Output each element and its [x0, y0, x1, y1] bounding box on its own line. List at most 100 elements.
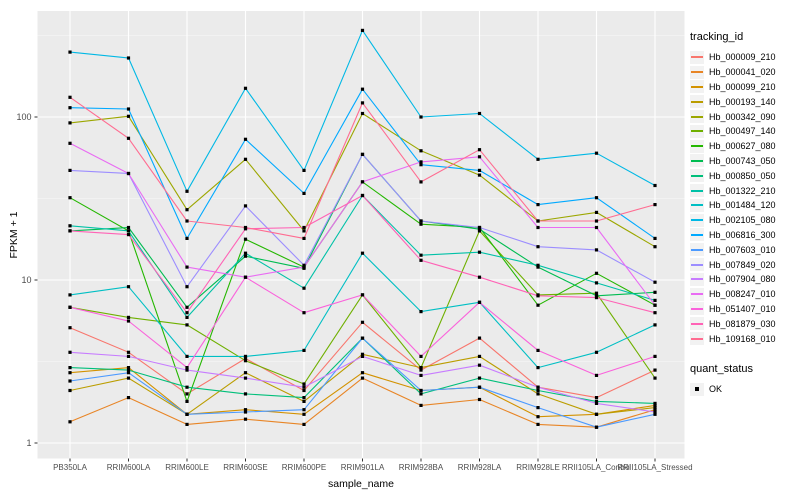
- legend-label: Hb_000497_140: [709, 126, 776, 137]
- data-point: [594, 425, 599, 429]
- legend-entry-Hb_007849_020: Hb_007849_020: [690, 257, 798, 272]
- data-point: [594, 210, 599, 214]
- legend-key-line-icon: [690, 317, 704, 331]
- data-point: [185, 412, 189, 416]
- data-point: [477, 173, 482, 177]
- quant-ok-square-marker-icon: [690, 382, 704, 396]
- legend-key-line-icon: [690, 332, 704, 346]
- data-point: [243, 237, 248, 241]
- data-point: [68, 305, 72, 309]
- data-point: [419, 160, 423, 164]
- data-point: [419, 310, 423, 314]
- legend-label: Hb_000627_080: [709, 141, 776, 152]
- axis-tick-marks: [34, 116, 656, 462]
- legend-key-line-icon: [690, 184, 704, 198]
- data-points: [68, 28, 657, 429]
- data-point: [653, 290, 657, 294]
- legend-entry-Hb_007603_010: Hb_007603_010: [690, 242, 798, 257]
- data-point: [243, 354, 248, 358]
- data-point: [477, 168, 482, 172]
- data-point: [302, 168, 306, 172]
- data-point: [653, 410, 657, 414]
- data-point: [68, 141, 72, 145]
- data-point: [126, 56, 131, 60]
- data-point: [68, 229, 72, 233]
- data-point: [185, 219, 189, 223]
- data-point: [419, 388, 423, 393]
- data-point: [536, 157, 540, 161]
- data-point: [68, 106, 72, 110]
- data-point: [477, 354, 482, 358]
- legend-entry-Hb_008247_010: Hb_008247_010: [690, 287, 798, 302]
- data-point: [68, 326, 72, 330]
- legend-entry-Hb_007904_080: Hb_007904_080: [690, 272, 798, 287]
- data-point: [243, 359, 248, 363]
- legend-key-line-icon: [690, 110, 704, 124]
- data-point: [419, 392, 423, 396]
- data-point: [360, 354, 365, 358]
- legend-label: Hb_000009_210: [709, 52, 776, 63]
- data-point: [302, 311, 306, 315]
- data-point: [594, 401, 599, 405]
- data-point: [536, 415, 540, 419]
- data-point: [477, 111, 482, 116]
- data-point: [302, 265, 306, 269]
- data-point: [68, 371, 72, 375]
- data-point: [536, 265, 540, 269]
- legend-key-line-icon: [690, 198, 704, 212]
- data-point: [419, 115, 423, 119]
- data-point: [477, 225, 482, 230]
- data-point: [419, 219, 423, 223]
- legend-key-line-icon: [690, 50, 704, 64]
- data-point: [536, 263, 540, 267]
- data-point: [302, 396, 306, 400]
- legend-label: Hb_000850_050: [709, 170, 776, 181]
- data-point: [126, 371, 131, 375]
- legend-label: Hb_051407_010: [709, 303, 776, 314]
- data-point: [68, 50, 72, 54]
- data-point: [477, 397, 482, 402]
- data-point: [68, 420, 72, 424]
- data-point: [594, 225, 599, 230]
- data-point: [243, 86, 248, 90]
- legend-key-line-icon: [690, 95, 704, 109]
- data-point: [185, 368, 189, 372]
- legend-entry-Hb_000627_080: Hb_000627_080: [690, 139, 798, 154]
- data-point: [243, 204, 248, 208]
- data-point: [360, 101, 365, 105]
- data-point: [594, 350, 599, 354]
- data-point: [68, 168, 72, 172]
- x-tick-label: PB350LA: [53, 463, 87, 472]
- x-tick-label: RRIM600LA: [107, 463, 151, 472]
- data-point: [243, 371, 248, 375]
- data-point: [126, 114, 131, 118]
- legend-label: Hb_000041_020: [709, 67, 776, 78]
- legend-key-line-icon: [690, 228, 704, 242]
- legend-label: Hb_000342_090: [709, 111, 776, 122]
- data-point: [653, 280, 657, 284]
- legend-entry-Hb_000497_140: Hb_000497_140: [690, 124, 798, 139]
- legend-label: Hb_007849_020: [709, 259, 776, 270]
- data-point: [477, 155, 482, 159]
- data-point: [68, 388, 72, 393]
- data-point: [594, 412, 599, 416]
- data-point: [185, 315, 189, 319]
- data-point: [653, 298, 657, 302]
- data-point: [68, 366, 72, 370]
- legend-entry-Hb_000342_090: Hb_000342_090: [690, 109, 798, 124]
- legend-entries: Hb_000009_210 Hb_000041_020 Hb_000099_210 H…: [690, 50, 798, 346]
- data-point: [536, 225, 540, 230]
- data-point: [68, 121, 72, 125]
- data-point: [594, 271, 599, 275]
- data-point: [243, 392, 248, 396]
- legend-entry-Hb_000850_050: Hb_000850_050: [690, 168, 798, 183]
- data-point: [594, 373, 599, 377]
- data-point: [360, 320, 365, 324]
- x-tick-label: RRIM928BA: [399, 463, 444, 472]
- x-tick-label: RRII105LA_Stressed: [617, 463, 692, 472]
- data-point: [185, 208, 189, 212]
- axis-tick-labels: PB350LA RRIM600LA RRIM600LE RRIM600SE RRIM60…: [16, 112, 692, 472]
- y-axis-title: FPKM + 1: [8, 211, 20, 259]
- data-point: [302, 263, 306, 267]
